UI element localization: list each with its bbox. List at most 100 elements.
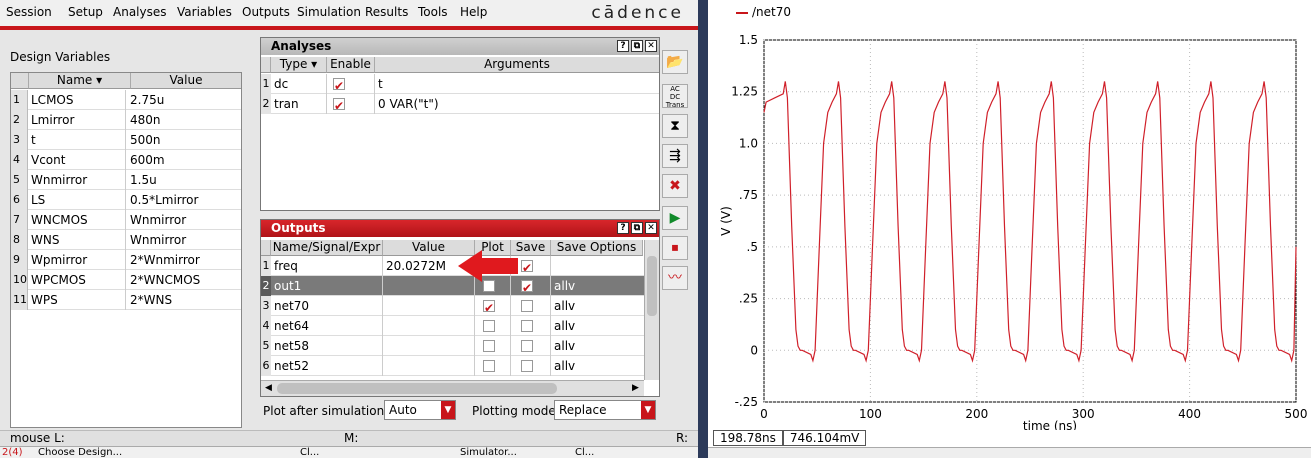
out-header-save-options[interactable]: Save Options (551, 240, 643, 256)
help-icon[interactable]: ? (617, 222, 629, 234)
enable-checkbox[interactable] (333, 76, 345, 94)
analysis-type[interactable]: dc (271, 74, 327, 94)
menu-variables[interactable]: Variables (177, 5, 232, 19)
variable-name[interactable]: WNS (31, 233, 60, 247)
save-checkbox[interactable] (521, 278, 533, 296)
plot-checkbox[interactable] (483, 340, 495, 352)
waveform-chart[interactable]: -.250.25.5.751.01.251.50 100 200 300 400 500t… (708, 0, 1311, 430)
analysis-type[interactable]: tran (271, 94, 327, 114)
variable-name[interactable]: t (31, 133, 36, 147)
plot-after-select[interactable]: Auto ▼ (384, 400, 456, 420)
variable-value[interactable]: 2.75u (125, 90, 241, 110)
run-simulation-icon[interactable]: ▶ (662, 206, 688, 230)
save-options[interactable]: allv (554, 319, 576, 333)
table-row[interactable]: 1dc t (261, 74, 659, 94)
outputs-hscrollbar[interactable]: ◀ ▶ (261, 380, 644, 396)
enable-checkbox[interactable] (333, 96, 345, 114)
table-row[interactable]: 3 t 500n (11, 130, 241, 150)
plot-outputs-icon[interactable]: 〰 (662, 266, 688, 290)
variable-name[interactable]: LCMOS (31, 93, 74, 107)
dv-header-name[interactable]: Name ▾ (29, 73, 131, 89)
save-checkbox[interactable] (521, 320, 533, 332)
menu-results[interactable]: Results (365, 5, 409, 19)
table-row[interactable]: 1 LCMOS 2.75u (11, 90, 241, 110)
delete-icon[interactable]: ✖ (662, 174, 688, 198)
variable-value[interactable]: 600m (125, 150, 241, 170)
plot-checkbox[interactable] (483, 320, 495, 332)
variable-value[interactable]: 500n (125, 130, 241, 150)
variable-value[interactable]: 2*Wnmirror (125, 250, 241, 270)
variable-name[interactable]: WNCMOS (31, 213, 88, 227)
variable-name[interactable]: Lmirror (31, 113, 75, 127)
dv-header-value[interactable]: Value (131, 73, 241, 89)
variable-name[interactable]: Wnmirror (31, 173, 88, 187)
scroll-right-icon[interactable]: ▶ (632, 383, 639, 393)
variable-value[interactable]: Wnmirror (125, 210, 241, 230)
output-name[interactable]: net52 (271, 356, 383, 376)
table-row[interactable]: 5 Wnmirror 1.5u (11, 170, 241, 190)
table-row[interactable]: 1 freq 20.0272M (261, 256, 644, 276)
outputs-vscroll-thumb[interactable] (647, 256, 657, 316)
open-design-icon[interactable]: 📂 (662, 50, 688, 74)
variable-value[interactable]: 2*WNCMOS (125, 270, 241, 290)
variable-name[interactable]: LS (31, 193, 46, 207)
plotting-mode-select[interactable]: Replace ▼ (554, 400, 656, 420)
menu-setup[interactable]: Setup (68, 5, 103, 19)
close-icon[interactable]: ✕ (645, 40, 657, 52)
output-name[interactable]: freq (271, 256, 383, 276)
table-row[interactable]: 6 LS 0.5*Lmirror (11, 190, 241, 210)
edit-variables-icon[interactable]: ⧗ (662, 114, 688, 138)
variable-value[interactable]: Wnmirror (125, 230, 241, 250)
menu-analyses[interactable]: Analyses (113, 5, 167, 19)
float-icon[interactable]: ⧉ (631, 222, 643, 234)
plot-checkbox[interactable] (483, 360, 495, 372)
out-header-name[interactable]: Name/Signal/Expr (271, 240, 383, 256)
menu-tools[interactable]: Tools (418, 5, 448, 19)
variable-name[interactable]: WPS (31, 293, 58, 307)
close-icon[interactable]: ✕ (645, 222, 657, 234)
an-header-type[interactable]: Type ▾ (271, 57, 327, 73)
help-icon[interactable]: ? (617, 40, 629, 52)
menu-simulation[interactable]: Simulation (297, 5, 361, 19)
setup-outputs-icon[interactable]: ⇶ (662, 144, 688, 168)
save-options[interactable]: allv (554, 339, 576, 353)
plot-checkbox[interactable] (483, 298, 495, 316)
table-row[interactable]: 2 Lmirror 480n (11, 110, 241, 130)
out-header-save[interactable]: Save (511, 240, 551, 256)
save-checkbox[interactable] (521, 258, 533, 276)
an-header-arguments[interactable]: Arguments (375, 57, 659, 73)
table-row[interactable]: 9 Wpmirror 2*Wnmirror (11, 250, 241, 270)
outputs-hscroll-thumb[interactable] (277, 383, 557, 394)
choose-analyses-icon[interactable]: AC DC Trans (662, 84, 688, 109)
table-row[interactable]: 11 WPS 2*WNS (11, 290, 241, 310)
out-header-value[interactable]: Value (383, 240, 475, 256)
save-checkbox[interactable] (521, 360, 533, 372)
variable-value[interactable]: 1.5u (125, 170, 241, 190)
table-row[interactable]: 6 net52 allv (261, 356, 644, 376)
save-options[interactable]: allv (554, 299, 576, 313)
variable-name[interactable]: WPCMOS (31, 273, 86, 287)
variable-value[interactable]: 2*WNS (125, 290, 241, 310)
float-icon[interactable]: ⧉ (631, 40, 643, 52)
table-row[interactable]: 4 net64 allv (261, 316, 644, 336)
menu-session[interactable]: Session (6, 5, 52, 19)
output-name[interactable]: net58 (271, 336, 383, 356)
save-options[interactable] (551, 256, 644, 276)
scroll-left-icon[interactable]: ◀ (265, 383, 272, 393)
plot-checkbox[interactable] (483, 280, 495, 292)
stop-simulation-icon[interactable]: ⏹ (662, 236, 688, 260)
table-row[interactable]: 5 net58 allv (261, 336, 644, 356)
output-name[interactable]: out1 (271, 276, 383, 296)
menu-outputs[interactable]: Outputs (242, 5, 290, 19)
save-checkbox[interactable] (521, 300, 533, 312)
an-header-enable[interactable]: Enable (327, 57, 375, 73)
analysis-arguments[interactable]: t (378, 77, 383, 91)
menu-help[interactable]: Help (460, 5, 488, 19)
output-name[interactable]: net70 (271, 296, 383, 316)
output-name[interactable]: net64 (271, 316, 383, 336)
analysis-arguments[interactable]: 0 VAR("t") (378, 97, 439, 111)
save-options[interactable]: allv (554, 279, 576, 293)
